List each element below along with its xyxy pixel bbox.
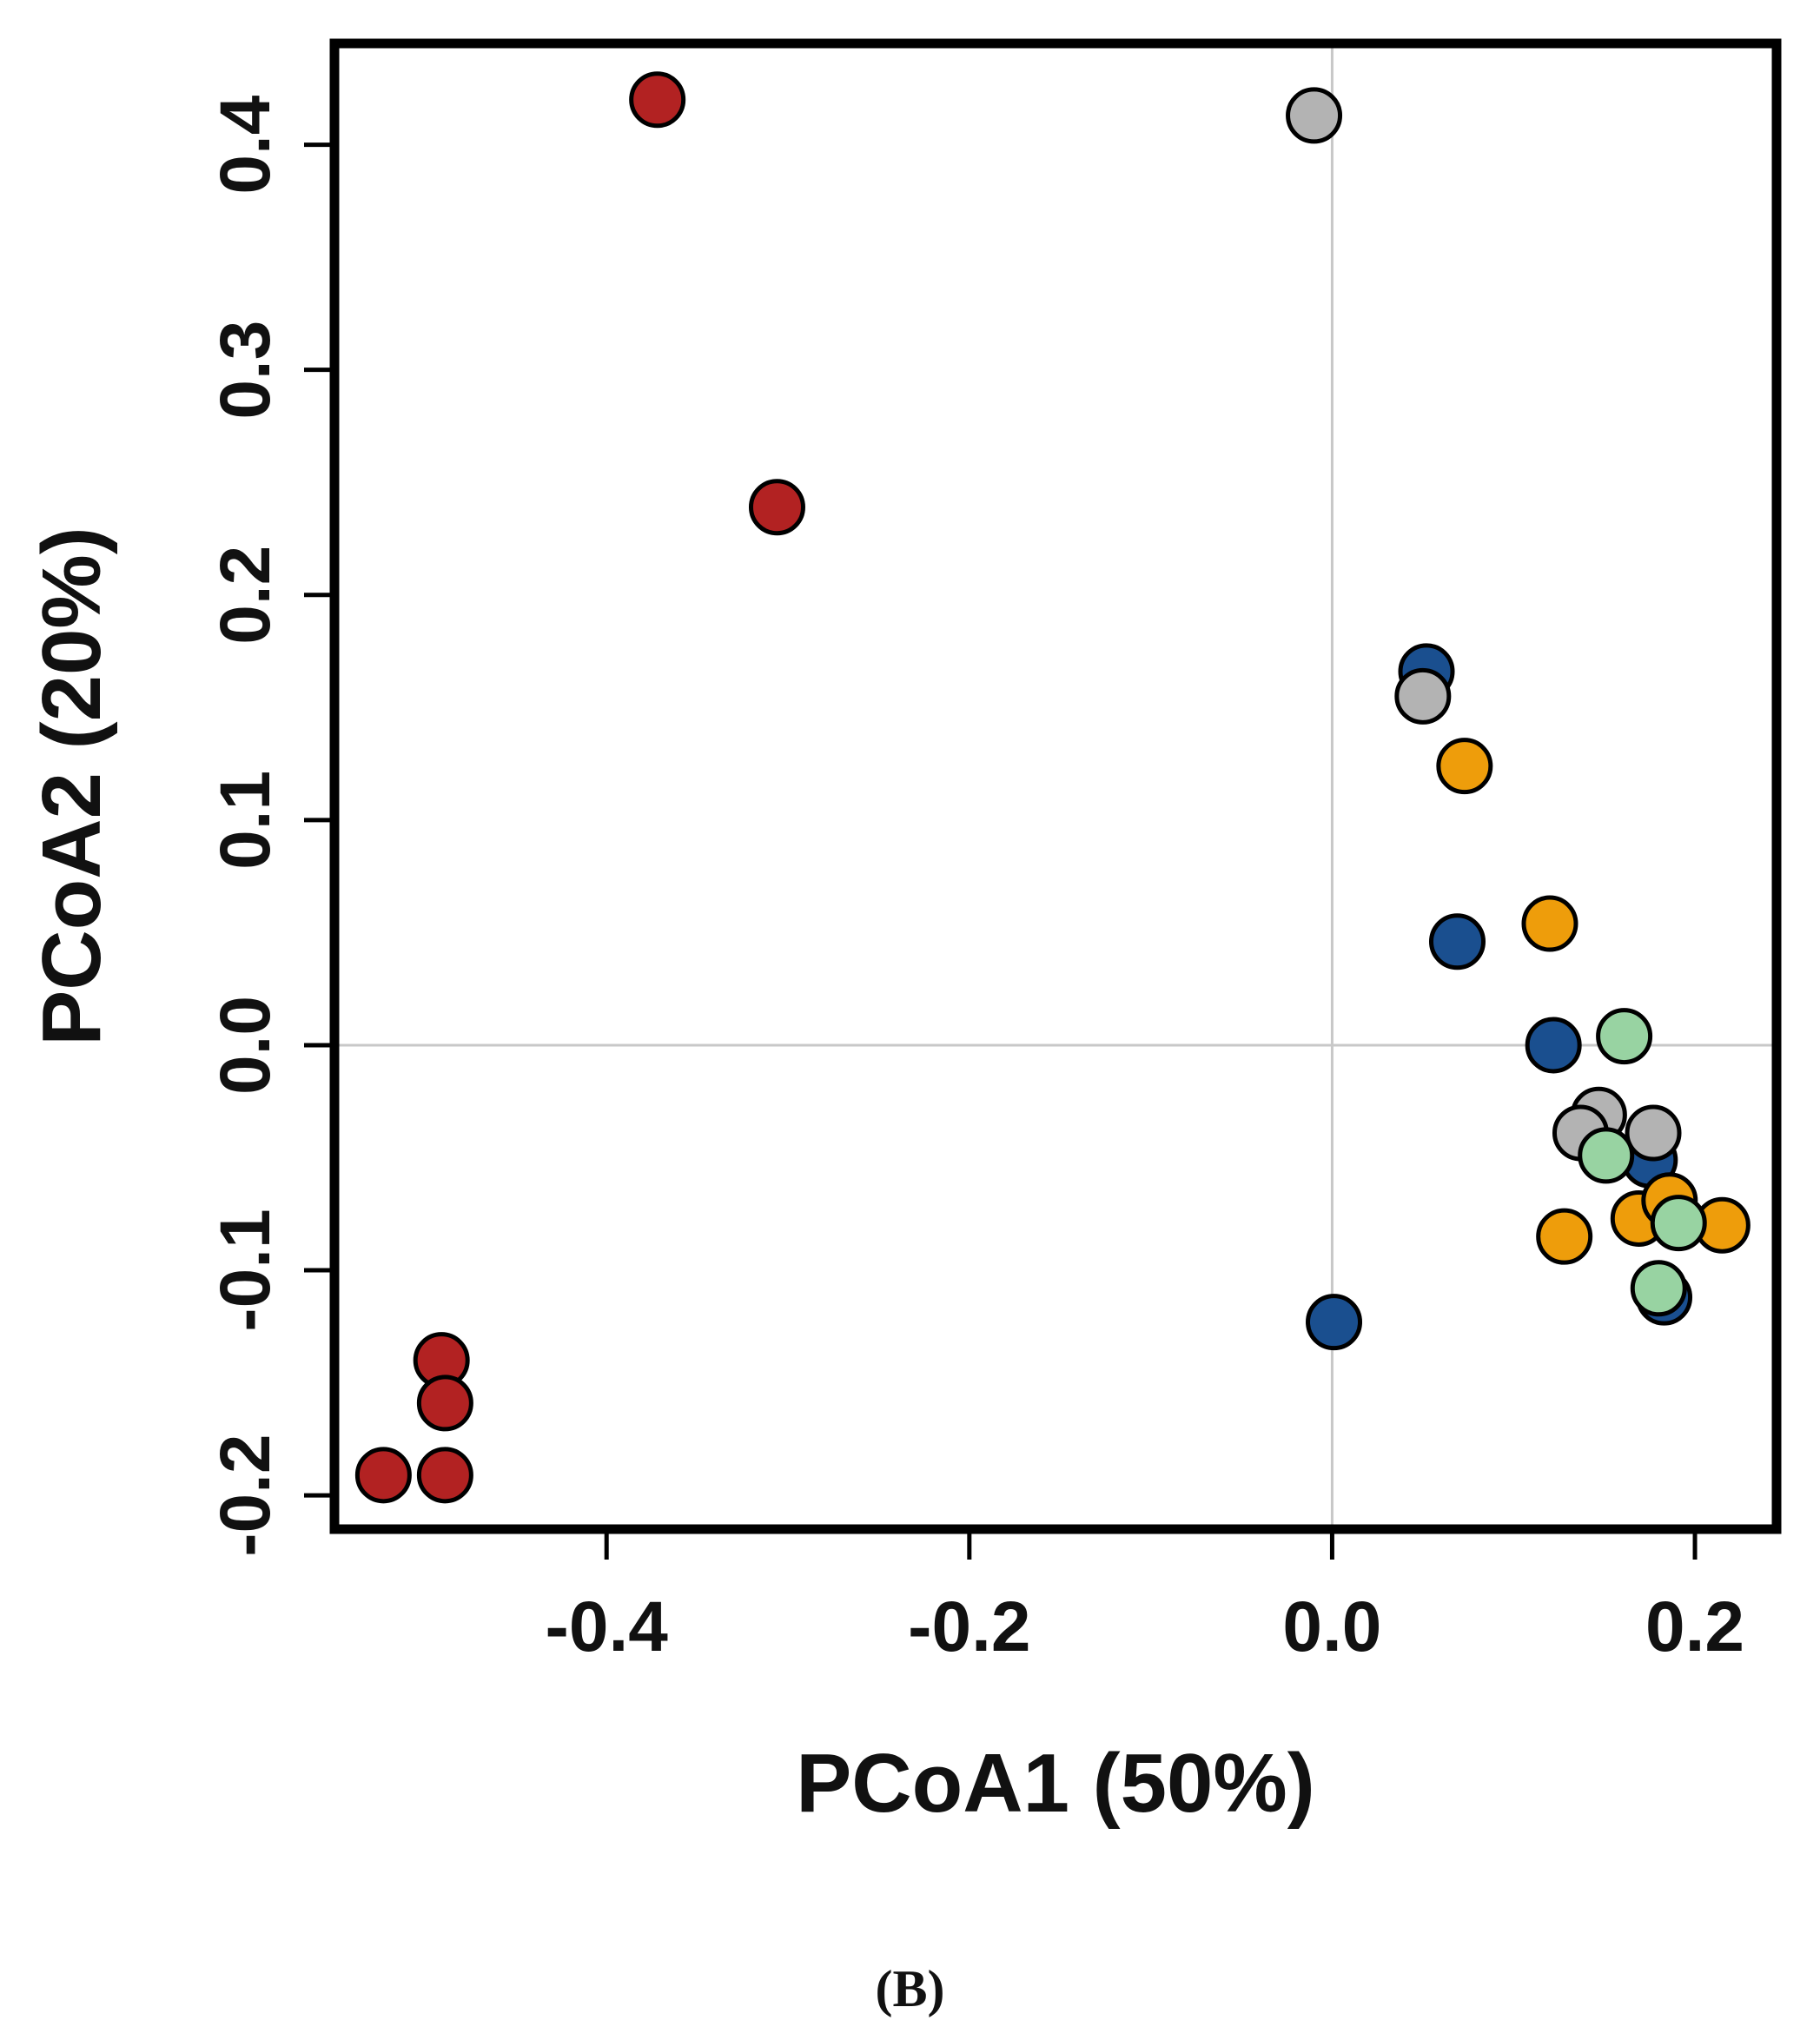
data-point-green-group-0 — [1596, 1008, 1653, 1065]
data-point-red-group-0 — [629, 71, 686, 129]
data-point-gray-group-1 — [1394, 667, 1452, 725]
data-point-blue-group-1 — [1429, 913, 1486, 970]
y-tick-label: 0.0 — [206, 996, 285, 1095]
x-tick-label: 0.0 — [1282, 1587, 1381, 1666]
y-axis-label: PCoA2 (20%) — [25, 527, 118, 1045]
x-tick-label: -0.4 — [546, 1587, 669, 1666]
data-points — [354, 71, 1751, 1504]
data-point-blue-group-2 — [1525, 1017, 1582, 1074]
x-axis-ticks: -0.4 -0.2 0.0 0.2 — [546, 1533, 1744, 1666]
data-point-green-group-2 — [1650, 1195, 1707, 1252]
data-point-gray-group-0 — [1286, 87, 1343, 144]
x-tick-label: -0.2 — [908, 1587, 1030, 1666]
data-point-red-group-4 — [416, 1447, 473, 1504]
x-axis-label: PCoA1 (50%) — [796, 1737, 1314, 1830]
data-point-orange-group-1 — [1521, 895, 1578, 952]
data-point-green-group-1 — [1578, 1127, 1635, 1184]
data-point-orange-group-2 — [1536, 1208, 1593, 1265]
data-point-red-group-3 — [416, 1375, 473, 1432]
y-tick-label: 0.1 — [206, 771, 285, 870]
y-tick-label: 0.4 — [206, 95, 285, 194]
data-point-blue-group-3 — [1306, 1294, 1363, 1351]
y-tick-label: 0.2 — [206, 546, 285, 645]
panel-label: (B) — [875, 1960, 945, 2017]
reference-lines — [334, 43, 1777, 1529]
y-tick-label: 0.3 — [206, 321, 285, 420]
data-point-green-group-3 — [1630, 1260, 1687, 1317]
data-point-red-group-1 — [748, 479, 805, 536]
y-tick-label: -0.1 — [206, 1209, 285, 1331]
plot-frame — [329, 38, 1782, 1534]
data-point-orange-group-0 — [1436, 738, 1493, 795]
y-tick-label: -0.2 — [206, 1434, 285, 1556]
x-tick-label: 0.2 — [1645, 1587, 1744, 1666]
data-point-red-group-5 — [354, 1447, 412, 1504]
y-axis-ticks: -0.2 -0.1 0.0 0.1 0.2 0.3 0.4 — [206, 95, 330, 1557]
data-point-gray-group-4 — [1625, 1104, 1682, 1162]
